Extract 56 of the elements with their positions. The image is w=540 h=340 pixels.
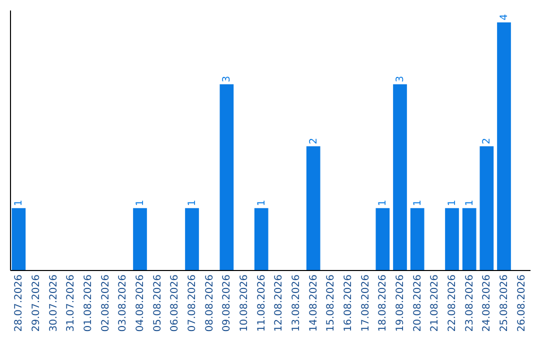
bar [306, 146, 320, 270]
bar [462, 208, 476, 270]
bar [254, 208, 268, 270]
x-tick-label: 02.08.2026 [100, 274, 112, 332]
x-tick-label: 07.08.2026 [187, 274, 198, 332]
x-tick-label: 30.07.2026 [48, 274, 60, 332]
data-label: 2 [482, 138, 493, 144]
x-tick-label: 19.08.2026 [395, 274, 406, 332]
bar [133, 208, 147, 270]
data-label: 1 [256, 200, 268, 206]
x-tick-label: 25.08.2026 [499, 274, 510, 332]
x-tick-label: 09.08.2026 [222, 274, 233, 332]
bar [12, 208, 26, 270]
bar [376, 208, 390, 270]
data-label: 4 [499, 14, 510, 20]
x-tick-label: 29.07.2026 [31, 274, 42, 332]
data-label: 3 [395, 76, 406, 82]
x-tick-label: 20.08.2026 [412, 274, 424, 332]
x-tick-label: 14.08.2026 [308, 274, 320, 332]
x-tick-label: 11.08.2026 [256, 274, 268, 332]
x-tick-label: 03.08.2026 [118, 274, 129, 332]
data-label: 1 [135, 200, 146, 206]
data-label: 1 [187, 200, 198, 206]
data-label: 1 [378, 200, 389, 206]
x-tick-label: 18.08.2026 [378, 274, 389, 332]
data-label: 2 [308, 138, 320, 144]
x-tick-label: 08.08.2026 [204, 274, 216, 332]
x-tick-label: 04.08.2026 [135, 274, 146, 332]
x-tick-label: 21.08.2026 [430, 274, 441, 332]
data-label: 1 [412, 200, 424, 206]
x-tick-label: 23.08.2026 [464, 274, 476, 332]
data-label: 1 [14, 200, 25, 206]
x-tick-label: 26.08.2026 [516, 274, 528, 332]
data-label: 3 [222, 76, 233, 82]
x-tick-label: 01.08.2026 [83, 274, 94, 332]
bar [497, 22, 511, 270]
data-label: 1 [464, 200, 476, 206]
x-tick-label: 31.07.2026 [66, 274, 77, 332]
x-tick-label: 16.08.2026 [343, 274, 354, 332]
x-tick-label: 10.08.2026 [239, 274, 250, 332]
x-tick-label: 22.08.2026 [447, 274, 458, 332]
bar [410, 208, 424, 270]
bar [185, 208, 199, 270]
x-tick-label: 06.08.2026 [170, 274, 181, 332]
x-tick-label: 05.08.2026 [152, 274, 164, 332]
x-tick-label: 12.08.2026 [274, 274, 285, 332]
x-tick-label: 24.08.2026 [482, 274, 493, 332]
data-label: 1 [447, 200, 458, 206]
x-tick-label: 28.07.2026 [14, 274, 25, 332]
x-tick-label: 13.08.2026 [291, 274, 302, 332]
bar [393, 84, 407, 270]
x-tick-label: 15.08.2026 [326, 274, 337, 332]
x-tick-label: 17.08.2026 [360, 274, 372, 332]
bar [445, 208, 459, 270]
bar [480, 146, 494, 270]
bar [220, 84, 234, 270]
